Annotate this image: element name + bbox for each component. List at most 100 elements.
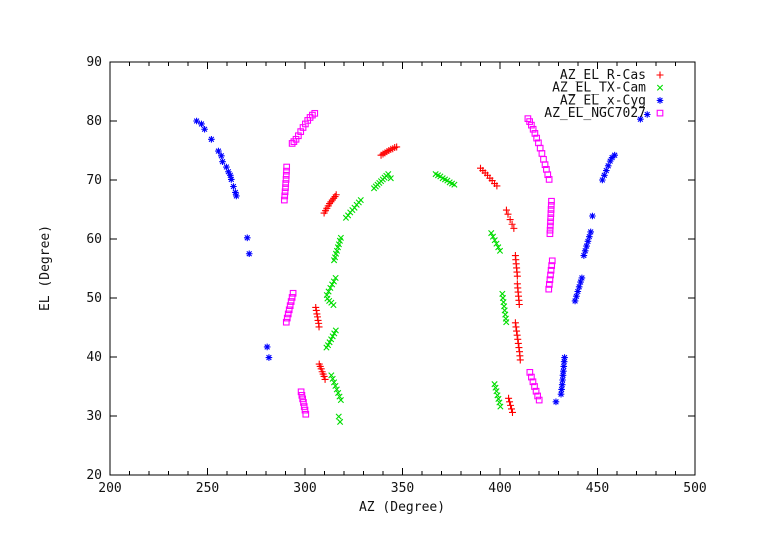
marker-AZ_EL_R-Cas xyxy=(326,200,334,208)
marker-AZ_EL_TX-Cam xyxy=(385,171,392,178)
marker-AZ_EL_R-Cas xyxy=(332,191,340,199)
marker-AZ_EL_NGC7027 xyxy=(547,266,555,274)
marker-AZ_EL_x-Cyg xyxy=(561,354,568,361)
marker-AZ_EL_NGC7027 xyxy=(301,406,309,414)
marker-AZ_EL_R-Cas xyxy=(502,206,510,214)
marker-AZ_EL_NGC7027 xyxy=(300,403,308,410)
marker-AZ_EL_NGC7027 xyxy=(547,210,555,217)
marker-AZ_EL_R-Cas xyxy=(331,193,339,201)
marker-AZ_EL_x-Cyg xyxy=(580,252,588,259)
marker-AZ_EL_R-Cas xyxy=(504,210,512,218)
marker-AZ_EL_x-Cyg xyxy=(218,152,225,160)
marker-AZ_EL_x-Cyg xyxy=(201,125,208,133)
marker-AZ_EL_NGC7027 xyxy=(531,130,539,137)
marker-AZ_EL_R-Cas xyxy=(393,143,401,151)
marker-AZ_EL_R-Cas xyxy=(312,303,320,311)
marker-AZ_EL_x-Cyg xyxy=(219,158,226,166)
x-tick-label: 250 xyxy=(196,481,219,496)
marker-AZ_EL_TX-Cam xyxy=(503,319,510,326)
marker-AZ_EL_x-Cyg xyxy=(233,192,240,200)
marker-AZ_EL_TX-Cam xyxy=(332,274,339,282)
marker-AZ_EL_TX-Cam xyxy=(329,375,336,382)
marker-AZ_EL_x-Cyg xyxy=(606,157,614,165)
series-AZ_EL_TX-Cam xyxy=(323,171,510,425)
marker-AZ_EL_NGC7027 xyxy=(533,134,541,142)
marker-AZ_EL_x-Cyg xyxy=(599,176,606,184)
marker-AZ_EL_x-Cyg xyxy=(581,247,589,255)
marker-AZ_EL_x-Cyg xyxy=(601,171,608,179)
marker-AZ_EL_x-Cyg xyxy=(198,120,205,128)
x-tick-label: 400 xyxy=(488,481,511,496)
marker-AZ_EL_TX-Cam xyxy=(491,381,498,388)
x-tick-label: 450 xyxy=(586,481,609,496)
marker-AZ_EL_TX-Cam xyxy=(488,230,495,237)
marker-AZ_EL_TX-Cam xyxy=(334,244,342,251)
marker-AZ_EL_TX-Cam xyxy=(497,403,504,410)
marker-AZ_EL_NGC7027 xyxy=(526,368,534,376)
marker-AZ_EL_x-Cyg xyxy=(559,371,567,379)
x-tick-label: 350 xyxy=(391,481,414,496)
marker-AZ_EL_NGC7027 xyxy=(547,271,554,279)
marker-AZ_EL_R-Cas xyxy=(505,394,513,402)
marker-AZ_EL_NGC7027 xyxy=(547,202,555,209)
marker-AZ_EL_R-Cas xyxy=(510,224,518,232)
x-axis-label: AZ (Degree) xyxy=(359,500,445,515)
marker-AZ_EL_NGC7027 xyxy=(548,262,556,269)
marker-AZ_EL_x-Cyg xyxy=(559,376,566,384)
marker-AZ_EL_x-Cyg xyxy=(637,115,644,123)
marker-AZ_EL_x-Cyg xyxy=(225,168,232,176)
marker-AZ_EL_TX-Cam xyxy=(330,379,338,386)
marker-AZ_EL_NGC7027 xyxy=(526,118,533,125)
marker-AZ_EL_x-Cyg xyxy=(574,288,582,295)
series-AZ_EL_NGC7027 xyxy=(280,109,556,418)
marker-AZ_EL_NGC7027 xyxy=(281,188,289,196)
marker-AZ_EL_NGC7027 xyxy=(534,392,541,400)
marker-AZ_EL_NGC7027 xyxy=(286,302,294,310)
marker-AZ_EL_TX-Cam xyxy=(337,396,344,404)
marker-AZ_EL_TX-Cam xyxy=(336,237,343,244)
marker-AZ_EL_NGC7027 xyxy=(283,314,291,322)
marker-AZ_EL_R-Cas xyxy=(506,398,514,406)
y-axis-label: EL (Degree) xyxy=(38,225,53,311)
marker-AZ_EL_TX-Cam xyxy=(491,237,498,244)
marker-AZ_EL_NGC7027 xyxy=(547,206,555,213)
marker-AZ_EL_NGC7027 xyxy=(287,298,295,305)
marker-AZ_EL_R-Cas xyxy=(516,356,524,364)
marker-AZ_EL_NGC7027 xyxy=(528,121,535,129)
x-tick-label: 200 xyxy=(98,481,121,496)
y-tick-label: 40 xyxy=(86,350,102,365)
marker-AZ_EL_R-Cas xyxy=(514,335,522,343)
marker-AZ_EL_NGC7027 xyxy=(282,176,290,183)
marker-AZ_EL_x-Cyg xyxy=(558,386,565,393)
marker-AZ_EL_NGC7027 xyxy=(546,222,554,230)
legend-label: AZ_EL_x-Cyg xyxy=(560,93,646,108)
marker-AZ_EL_x-Cyg xyxy=(578,274,586,282)
marker-AZ_EL_NGC7027 xyxy=(289,289,297,297)
marker-AZ_EL_R-Cas xyxy=(513,272,521,280)
marker-AZ_EL_NGC7027 xyxy=(283,167,290,175)
legend-item-AZ_EL_x-Cyg: AZ_EL_x-Cyg xyxy=(560,93,664,108)
marker-AZ_EL_x-Cyg xyxy=(608,154,616,161)
marker-AZ_EL_NGC7027 xyxy=(282,180,290,187)
marker-AZ_EL_NGC7027 xyxy=(281,192,289,200)
marker-AZ_EL_x-Cyg xyxy=(589,212,596,220)
marker-AZ_EL_TX-Cam xyxy=(351,204,358,211)
marker-AZ_EL_R-Cas xyxy=(321,375,329,383)
marker-AZ_EL_TX-Cam xyxy=(493,240,500,247)
marker-AZ_EL_TX-Cam xyxy=(337,418,344,425)
marker-AZ_EL_TX-Cam xyxy=(494,392,501,399)
marker-AZ_EL_x-Cyg xyxy=(611,151,618,159)
marker-AZ_EL_TX-Cam xyxy=(332,382,339,389)
marker-AZ_EL_TX-Cam xyxy=(328,372,335,379)
marker-AZ_EL_NGC7027 xyxy=(546,230,554,238)
plot-border xyxy=(109,61,696,476)
marker-AZ_EL_x-Cyg xyxy=(227,176,235,183)
marker-AZ_EL_R-Cas xyxy=(493,182,501,190)
x-tick-label: 300 xyxy=(293,481,316,496)
axes: 200 250 300 350 400 450 500 20 30 40 50 60 70 80 90 xyxy=(86,55,706,496)
marker-AZ_EL_x-Cyg xyxy=(643,111,651,118)
marker-AZ_EL_NGC7027 xyxy=(545,176,553,183)
marker-AZ_EL_x-Cyg xyxy=(583,242,590,250)
marker-AZ_EL_NGC7027 xyxy=(548,257,556,265)
marker-AZ_EL_TX-Cam xyxy=(325,288,332,295)
